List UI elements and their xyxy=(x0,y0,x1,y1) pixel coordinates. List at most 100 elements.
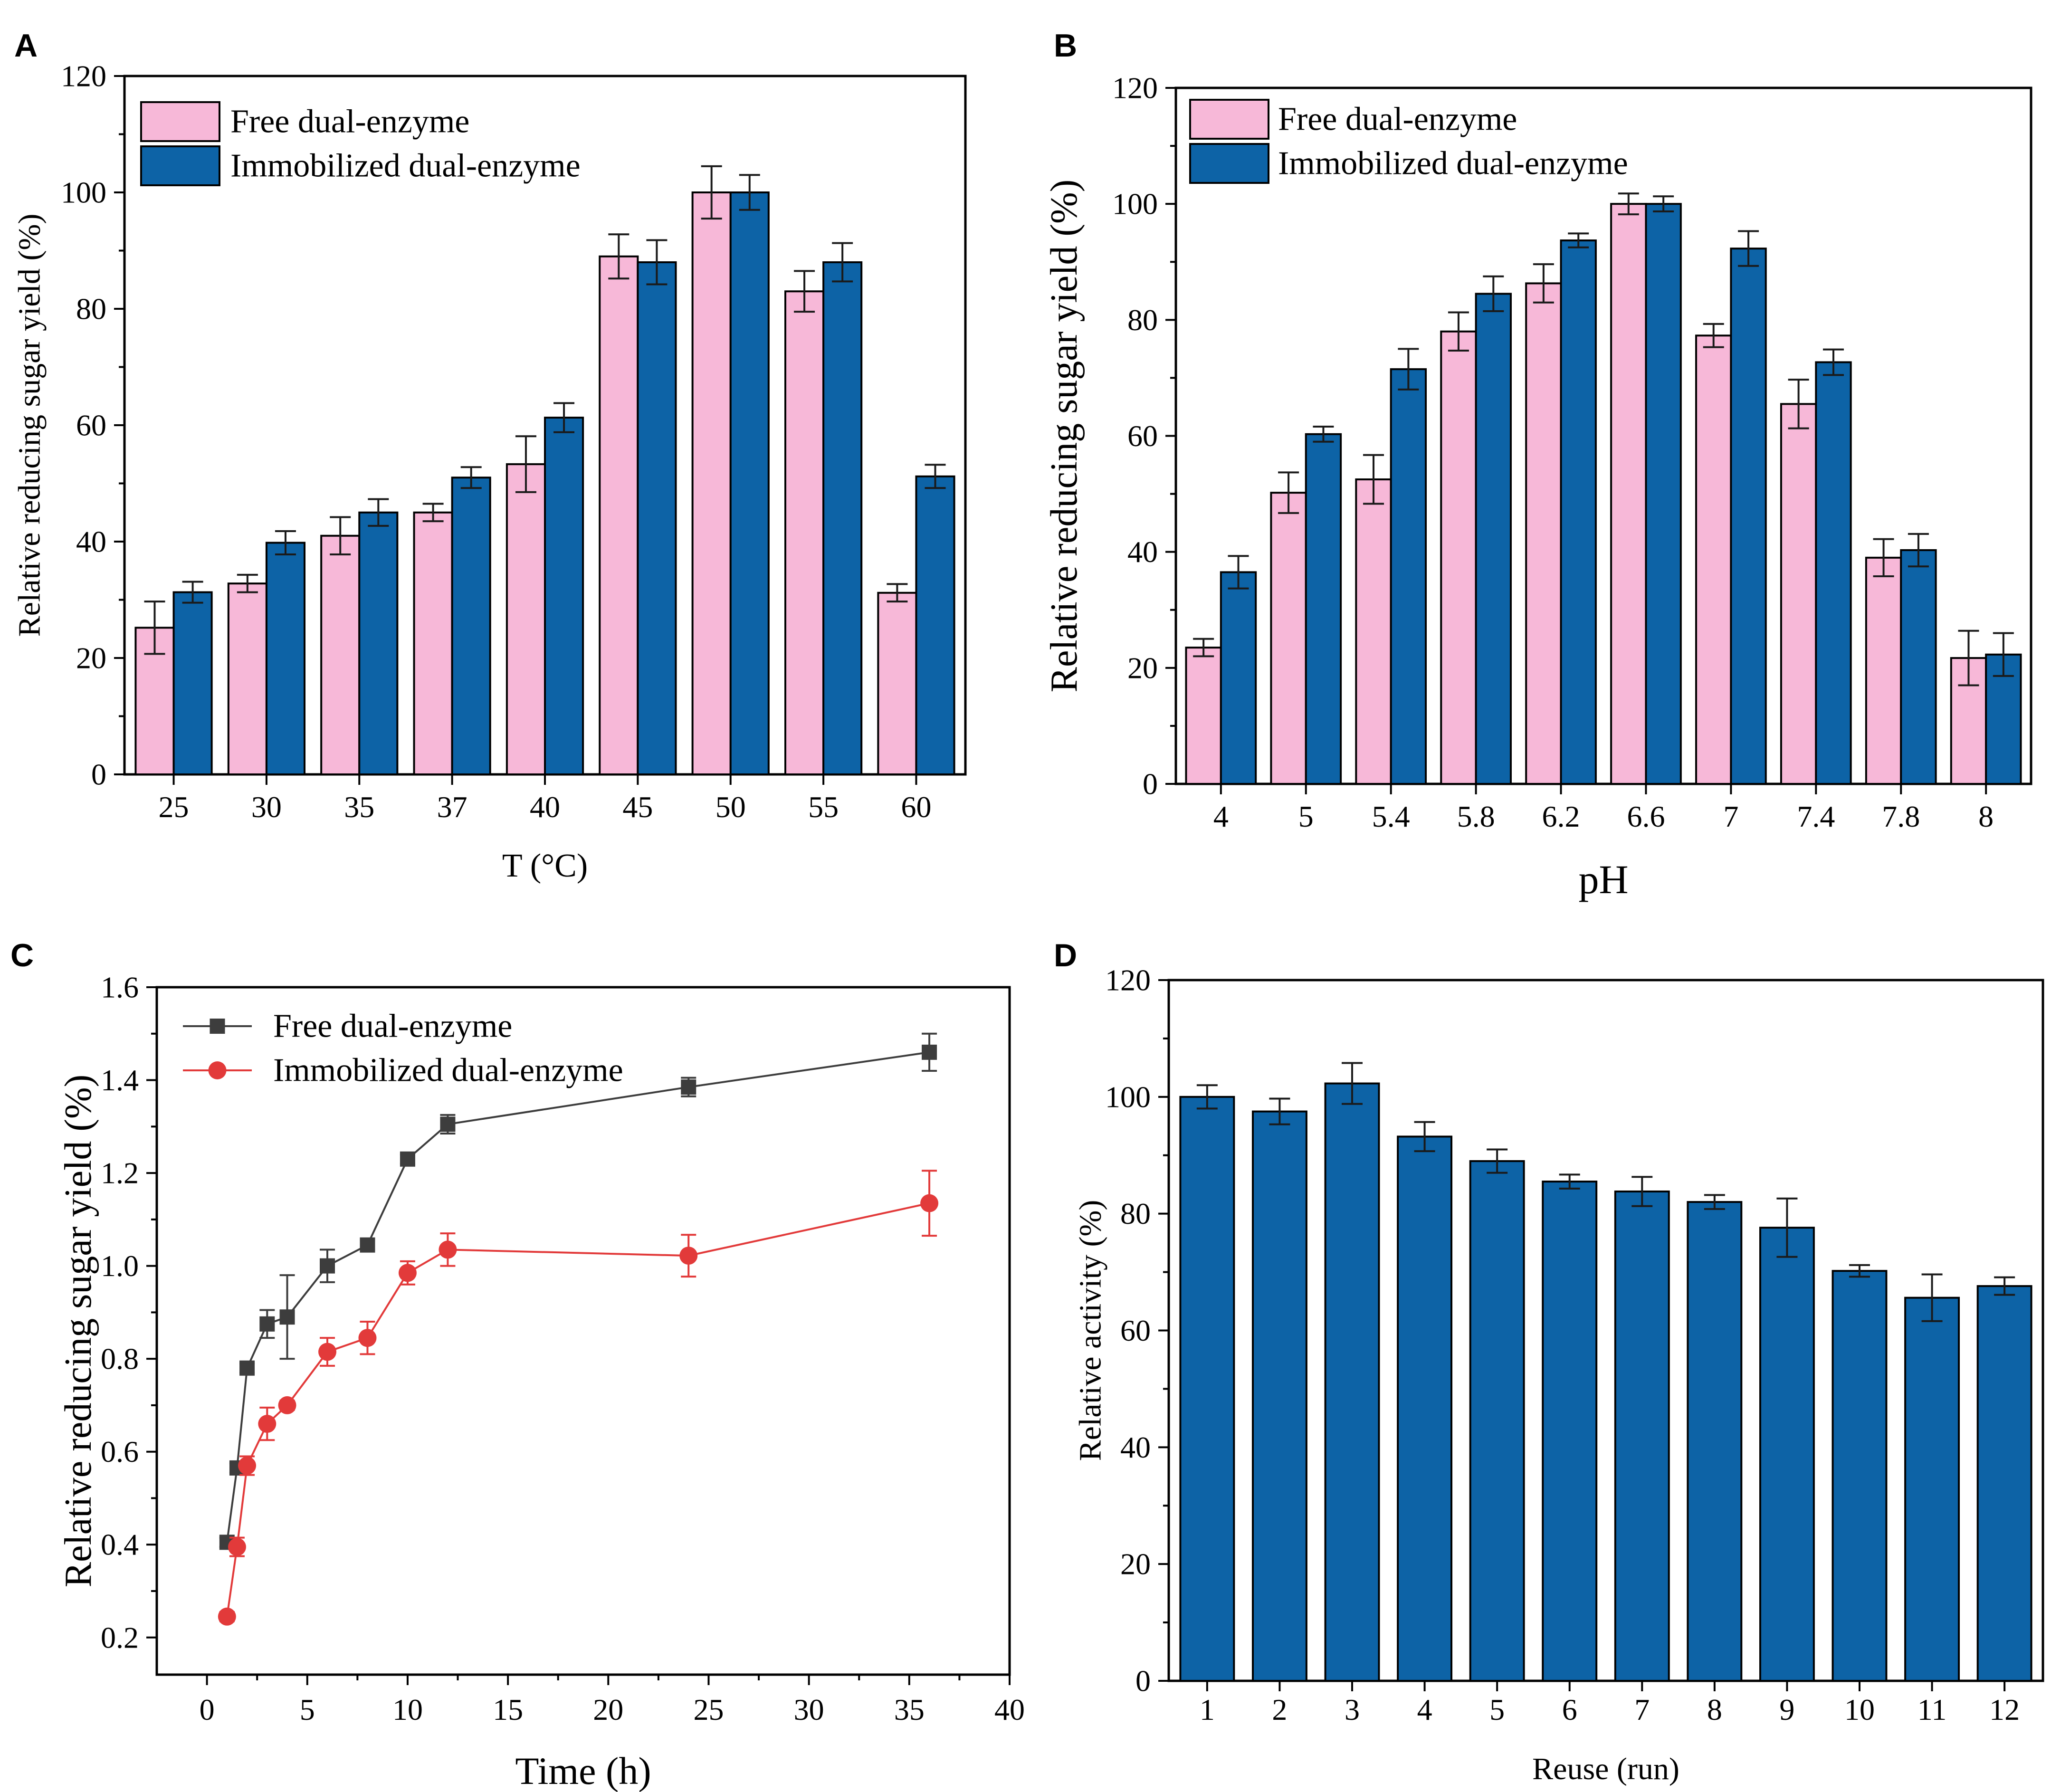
data-point-square xyxy=(440,1116,456,1132)
bar-activity xyxy=(1832,1270,1888,1682)
y-axis-title: Relative reducing sugar yield (%) xyxy=(57,1075,99,1588)
data-point-square xyxy=(239,1360,255,1376)
x-tick-label: 4 xyxy=(1417,1693,1432,1726)
x-tick-label: 55 xyxy=(808,790,839,824)
bar-immobilized xyxy=(915,475,955,775)
data-point-square xyxy=(279,1309,295,1325)
y-tick-label: 0 xyxy=(1143,767,1158,801)
x-tick-label: 6 xyxy=(1562,1693,1577,1726)
bar-free xyxy=(1185,647,1222,785)
y-tick-label: 100 xyxy=(61,176,106,210)
legend-swatch xyxy=(140,145,220,186)
panel-a: A 0 20 40 60 80 100 120 Relative reducing sugar … xyxy=(12,28,967,884)
x-tick-label: 20 xyxy=(593,1693,623,1726)
data-point-circle xyxy=(228,1538,246,1556)
x-tick-label: 5 xyxy=(1489,1693,1505,1726)
y-tick-label: 60 xyxy=(76,409,106,442)
y-axis-title: Relative activity (%) xyxy=(1073,1200,1108,1461)
legend-swatch xyxy=(1189,99,1269,140)
x-tick-label: 8 xyxy=(1707,1693,1722,1726)
bar-activity xyxy=(1904,1296,1960,1682)
x-tick-label: 12 xyxy=(1989,1693,2020,1726)
bar-free xyxy=(784,290,825,775)
y-tick-label: 80 xyxy=(1127,303,1158,337)
y-tick-label: 1.2 xyxy=(101,1156,139,1190)
bar-free xyxy=(320,534,361,775)
data-point-square xyxy=(681,1079,696,1095)
bar-activity xyxy=(1251,1110,1307,1682)
data-point-circle xyxy=(238,1457,257,1475)
x-tick-label: 1 xyxy=(1200,1693,1215,1726)
bar-free xyxy=(1610,203,1647,785)
y-tick-label: 60 xyxy=(1120,1314,1151,1347)
data-point-circle xyxy=(398,1264,417,1282)
x-tick-label: 5 xyxy=(1298,800,1314,833)
y-tick-label: 1.4 xyxy=(101,1063,139,1097)
bar-immobilized xyxy=(1815,361,1852,785)
panel-label: C xyxy=(10,937,34,973)
data-point-circle xyxy=(439,1240,457,1259)
y-axis-title: Relative reducing sugar yield (%) xyxy=(1043,180,1085,693)
x-tick-label: 30 xyxy=(251,790,282,824)
panel-label: A xyxy=(14,28,38,64)
data-point-circle xyxy=(318,1343,336,1361)
bar-immobilized xyxy=(1475,293,1512,785)
bar-free xyxy=(1525,282,1562,785)
legend-label: Immobilized dual-enzyme xyxy=(230,148,581,184)
legend-swatch xyxy=(1189,143,1269,184)
x-tick-label: 10 xyxy=(392,1693,423,1726)
x-tick-label: 0 xyxy=(200,1693,215,1726)
x-tick-label: 5.4 xyxy=(1372,800,1410,833)
legend-swatch xyxy=(140,101,220,142)
data-point-circle xyxy=(278,1396,296,1414)
y-tick-label: 1.6 xyxy=(101,971,139,1004)
y-tick-label: 120 xyxy=(1112,71,1158,105)
bar-immobilized xyxy=(1730,248,1767,785)
bar-immobilized xyxy=(637,261,677,775)
bar-free xyxy=(506,463,546,775)
y-tick-label: 40 xyxy=(1120,1430,1151,1464)
x-tick-label: 7 xyxy=(1634,1693,1650,1726)
bar-immobilized xyxy=(1900,549,1937,785)
panel-label: B xyxy=(1054,28,1077,64)
y-tick-label: 0 xyxy=(91,758,106,791)
y-tick-label: 40 xyxy=(1127,535,1158,569)
legend-marker-circle xyxy=(208,1061,227,1079)
x-tick-label: 40 xyxy=(994,1693,1025,1726)
x-tick-label: 11 xyxy=(1917,1693,1947,1726)
bar-free xyxy=(1950,657,1987,785)
bar-free xyxy=(1440,330,1477,785)
y-tick-label: 80 xyxy=(1120,1197,1151,1230)
y-tick-label: 0.4 xyxy=(101,1528,139,1562)
y-tick-label: 120 xyxy=(61,59,106,93)
y-tick-label: 20 xyxy=(76,641,106,675)
bar-immobilized xyxy=(1220,571,1257,785)
bar-immobilized xyxy=(1305,433,1342,785)
bar-activity xyxy=(1976,1285,2032,1682)
bar-free xyxy=(1270,492,1307,785)
y-tick-label: 0 xyxy=(1135,1664,1151,1698)
x-tick-label: 7 xyxy=(1723,800,1738,833)
x-tick-label: 6.6 xyxy=(1627,800,1665,833)
bar-activity xyxy=(1179,1096,1235,1682)
bar-activity xyxy=(1469,1160,1525,1682)
bar-activity xyxy=(1542,1181,1598,1682)
bar-immobilized xyxy=(358,511,399,775)
legend-label: Free dual-enzyme xyxy=(1278,101,1517,138)
y-tick-label: 100 xyxy=(1105,1080,1151,1114)
x-tick-label: 4 xyxy=(1213,800,1229,833)
series-line-free xyxy=(226,1051,930,1543)
x-tick-label: 2 xyxy=(1272,1693,1287,1726)
y-tick-label: 0.2 xyxy=(101,1620,139,1654)
panel-b: B 0 20 40 60 80 100 120 Relative reducing sugar … xyxy=(1043,28,2032,902)
x-tick-label: 50 xyxy=(715,790,746,824)
x-tick-label: 5 xyxy=(300,1693,315,1726)
legend-label: Immobilized dual-enzyme xyxy=(1278,145,1628,182)
plot-frame xyxy=(155,986,1011,1676)
data-point-square xyxy=(922,1044,937,1060)
y-tick-label: 100 xyxy=(1112,187,1158,221)
x-tick-label: 7.4 xyxy=(1797,800,1835,833)
data-point-circle xyxy=(679,1247,698,1265)
y-tick-label: 60 xyxy=(1127,419,1158,453)
data-point-circle xyxy=(358,1329,377,1347)
